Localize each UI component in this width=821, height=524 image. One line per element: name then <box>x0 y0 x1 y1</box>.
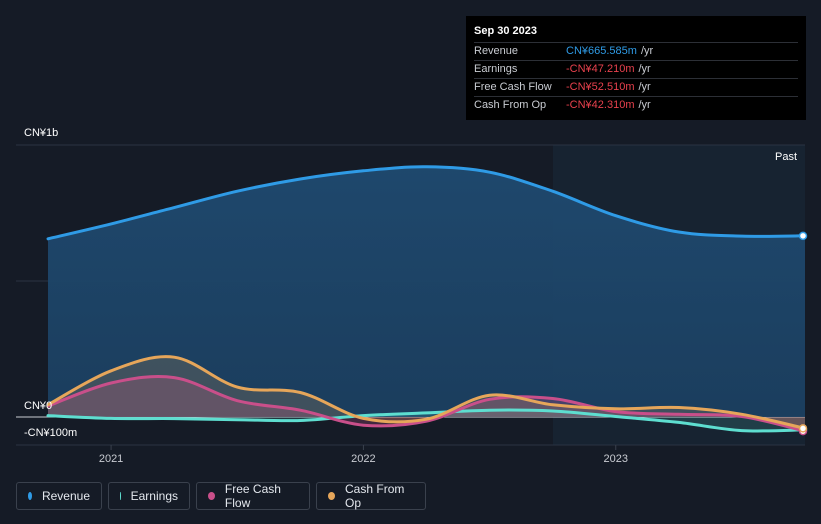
tooltip-label: Free Cash Flow <box>474 81 552 93</box>
legend-label: Earnings <box>130 489 178 503</box>
cash-from-op-dot-icon <box>328 492 336 500</box>
series-line-cash-from-op <box>46 355 807 430</box>
y-tick-label: CN¥1b <box>24 127 58 139</box>
tooltip-label: Earnings <box>474 63 518 75</box>
legend: Revenue Earnings Free Cash Flow Cash Fro… <box>16 482 426 510</box>
y-tick-label: CN¥0 <box>24 400 52 412</box>
legend-item-revenue[interactable]: Revenue <box>16 482 102 510</box>
series-area-revenue <box>48 166 805 417</box>
legend-item-cash-from-op[interactable]: Cash From Op <box>316 482 426 510</box>
series-line-revenue <box>46 165 807 241</box>
series-end-marker <box>798 231 808 241</box>
tooltip-label: Cash From Op <box>474 99 547 111</box>
legend-label: Revenue <box>41 489 90 503</box>
tooltip-unit: /yr <box>638 81 651 93</box>
series-end-marker <box>798 424 808 433</box>
legend-item-free-cash-flow[interactable]: Free Cash Flow <box>196 482 310 510</box>
x-tick-label: 2022 <box>351 453 375 465</box>
tooltip-label: Revenue <box>474 45 519 57</box>
tooltip-unit: /yr <box>640 45 654 57</box>
tooltip-row-cash-from-op: Cash From Op -CN¥42.310m /yr <box>474 96 798 114</box>
y-tick-label: -CN¥100m <box>24 427 77 439</box>
tooltip-value: -CN¥42.310m <box>566 99 635 111</box>
legend-label: Cash From Op <box>345 482 405 510</box>
series-line-earnings <box>46 408 807 433</box>
earnings-dot-icon <box>120 492 121 500</box>
tooltip-value: -CN¥52.510m <box>566 81 635 93</box>
tooltip-row-revenue: Revenue CN¥665.585m /yr <box>474 42 798 60</box>
x-tick-label: 2023 <box>604 453 628 465</box>
tooltip-row-earnings: Earnings -CN¥47.210m /yr <box>474 60 798 78</box>
tooltip-value: -CN¥47.210m <box>566 63 635 75</box>
tooltip-unit: /yr <box>638 99 651 111</box>
past-label: Past <box>775 151 797 163</box>
x-tick-label: 2021 <box>99 453 123 465</box>
tooltip-date: Sep 30 2023 <box>474 25 537 37</box>
tooltip-row-free-cash-flow: Free Cash Flow -CN¥52.510m /yr <box>474 78 798 96</box>
tooltip-unit: /yr <box>638 63 651 75</box>
free-cash-flow-dot-icon <box>208 492 215 500</box>
legend-label: Free Cash Flow <box>224 482 281 510</box>
tooltip: Sep 30 2023 Revenue CN¥665.585m /yr Earn… <box>466 16 806 120</box>
series-line-free-cash-flow <box>46 375 807 433</box>
legend-item-earnings[interactable]: Earnings <box>108 482 190 510</box>
revenue-dot-icon <box>28 492 32 500</box>
tooltip-value: CN¥665.585m <box>566 45 637 57</box>
